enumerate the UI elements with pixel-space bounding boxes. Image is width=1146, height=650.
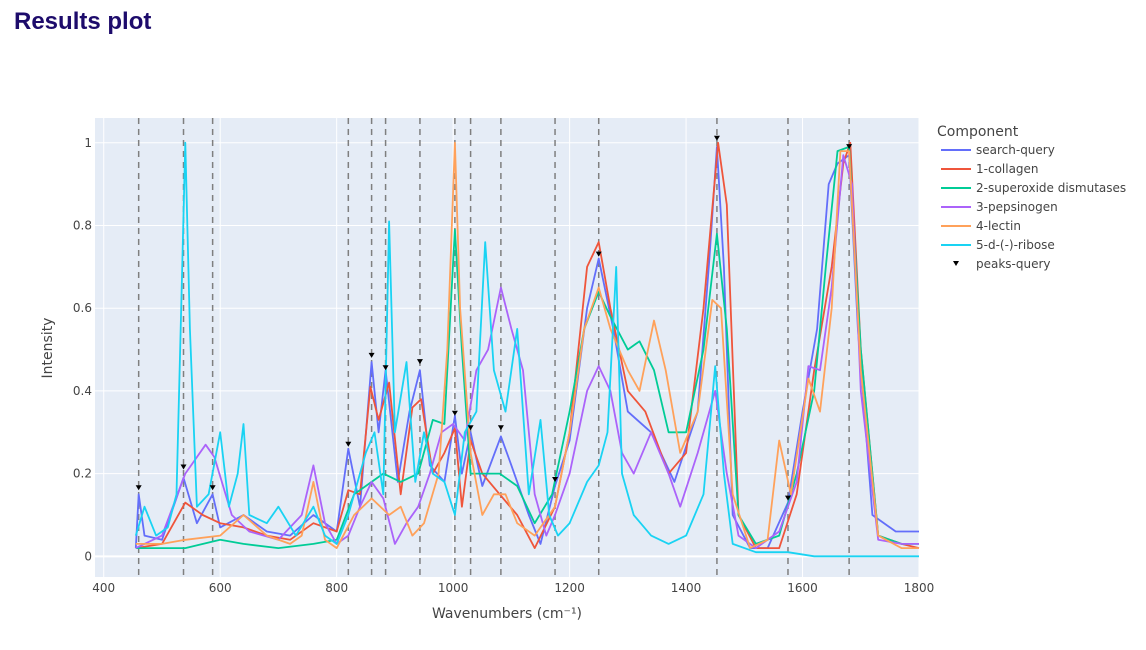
x-tick-label: 1800 <box>904 581 935 595</box>
peak-marker <box>416 359 423 365</box>
legend-label: 5-d-(-)-ribose <box>976 238 1055 252</box>
legend-label: peaks-query <box>976 257 1051 271</box>
legend-item-2-superoxide dismutases[interactable]: 2-superoxide dismutases <box>941 181 1126 195</box>
y-tick-label: 0.6 <box>73 301 92 315</box>
page-title: Results plot <box>14 8 152 35</box>
legend-label: 4-lectin <box>976 219 1021 233</box>
peak-marker <box>552 476 559 482</box>
x-tick-label: 400 <box>92 581 115 595</box>
peak-marker <box>846 144 853 150</box>
plot-background <box>95 118 919 577</box>
x-tick-label: 1200 <box>554 581 585 595</box>
legend-item-5-d-(-)-ribose[interactable]: 5-d-(-)-ribose <box>941 238 1055 252</box>
y-tick-label: 0.4 <box>73 384 92 398</box>
peak-marker <box>784 495 791 501</box>
legend-label: 1-collagen <box>976 162 1039 176</box>
y-axis-title: Intensity <box>40 318 56 379</box>
legend-swatch <box>953 261 959 266</box>
x-tick-label: 1400 <box>671 581 702 595</box>
x-tick-label: 1600 <box>787 581 818 595</box>
peak-markers <box>135 135 853 501</box>
series-lines <box>134 141 920 558</box>
legend-item-peaks-query[interactable]: peaks-query <box>953 257 1051 271</box>
x-tick-label: 1000 <box>438 581 469 595</box>
legend-item-4-lectin[interactable]: 4-lectin <box>941 219 1021 233</box>
peak-marker <box>451 410 458 416</box>
x-tick-label: 600 <box>209 581 232 595</box>
legend-item-3-pepsinogen[interactable]: 3-pepsinogen <box>941 200 1058 214</box>
series-line-search-query <box>134 146 919 549</box>
x-axis-ticks: 400 600 800 1000 1200 1400 1600 1800 <box>92 581 934 595</box>
x-axis-title: Wavenumbers (cm⁻¹) <box>432 606 582 622</box>
peak-marker <box>368 352 375 358</box>
peak-marker <box>209 485 216 491</box>
y-tick-label: 0.2 <box>73 467 92 481</box>
legend-title: Component <box>937 124 1019 140</box>
legend-item-1-collagen[interactable]: 1-collagen <box>941 162 1039 176</box>
legend[interactable]: Component search-query 1-collagen 2-supero… <box>937 124 1126 271</box>
legend-label: 3-pepsinogen <box>976 200 1058 214</box>
series-line-5-d-(-)-ribose <box>134 141 919 558</box>
peak-marker <box>180 464 187 470</box>
peak-marker <box>467 425 474 431</box>
legend-label: 2-superoxide dismutases <box>976 181 1126 195</box>
series-line-2-superoxide dismutases <box>135 146 919 549</box>
legend-item-search-query[interactable]: search-query <box>941 143 1055 157</box>
peak-marker <box>382 365 389 371</box>
series-line-3-pepsinogen <box>135 154 919 549</box>
peak-marker <box>713 135 720 141</box>
peak-marker <box>135 485 142 491</box>
grid <box>95 118 920 577</box>
peak-marker <box>595 251 602 257</box>
y-axis-ticks: 0 0.2 0.4 0.6 0.8 1 <box>73 136 92 564</box>
legend-label: search-query <box>976 143 1055 157</box>
x-tick-label: 800 <box>325 581 348 595</box>
peak-marker <box>497 425 504 431</box>
y-tick-label: 0.8 <box>73 219 92 233</box>
peak-marker <box>345 441 352 447</box>
y-tick-label: 1 <box>84 136 92 150</box>
y-tick-label: 0 <box>84 549 92 563</box>
